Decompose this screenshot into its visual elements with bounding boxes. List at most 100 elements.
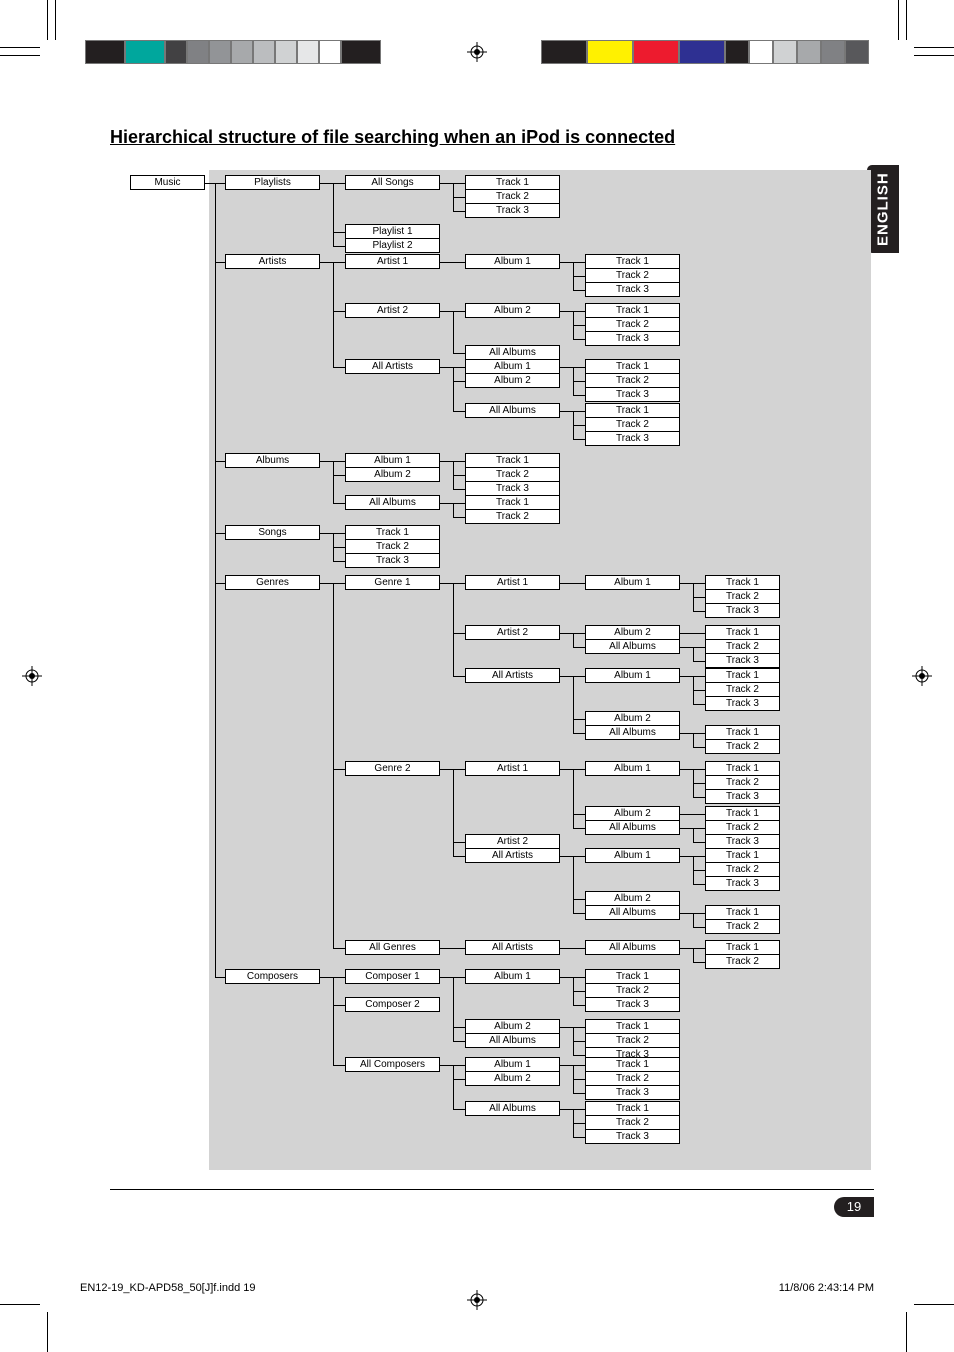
footer-timestamp: 11/8/06 2:43:14 PM xyxy=(779,1282,874,1294)
hierarchy-node: Track 1 xyxy=(585,403,680,418)
hierarchy-node: All Artists xyxy=(465,940,560,955)
hierarchy-node: Track 1 xyxy=(465,495,560,510)
hierarchy-node: Composers xyxy=(225,969,320,984)
hierarchy-node: All Albums xyxy=(465,1033,560,1048)
hierarchy-node: Track 3 xyxy=(585,331,680,346)
hierarchy-node: Track 1 xyxy=(705,848,780,863)
hierarchy-node: Track 3 xyxy=(705,834,780,849)
hierarchy-node: Album 2 xyxy=(465,1019,560,1034)
hierarchy-node: Genre 2 xyxy=(345,761,440,776)
hierarchy-node: Album 1 xyxy=(345,453,440,468)
hierarchy-node: Artist 1 xyxy=(345,254,440,269)
hierarchy-node: All Albums xyxy=(585,940,680,955)
hierarchy-node: Track 2 xyxy=(585,317,680,332)
hierarchy-node: Album 2 xyxy=(585,625,680,640)
hierarchy-node: Album 1 xyxy=(585,761,680,776)
hierarchy-node: Album 2 xyxy=(465,303,560,318)
hierarchy-node: Track 3 xyxy=(585,431,680,446)
hierarchy-node: Album 2 xyxy=(585,711,680,726)
hierarchy-node: Track 2 xyxy=(345,539,440,554)
hierarchy-node: Track 3 xyxy=(705,653,780,668)
hierarchy-node: Track 2 xyxy=(585,417,680,432)
hierarchy-node: Album 2 xyxy=(585,806,680,821)
hierarchy-node: Track 1 xyxy=(345,525,440,540)
hierarchy-node: Songs xyxy=(225,525,320,540)
hierarchy-node: Music xyxy=(130,175,205,190)
hierarchy-node: All Composers xyxy=(345,1057,440,1072)
registration-mark-icon xyxy=(912,666,932,686)
page-title: Hierarchical structure of file searching… xyxy=(110,127,675,148)
hierarchy-node: Album 2 xyxy=(585,891,680,906)
hierarchy-node: Track 1 xyxy=(705,668,780,683)
hierarchy-node: Track 1 xyxy=(705,905,780,920)
hierarchy-node: Track 2 xyxy=(705,775,780,790)
hierarchy-node: Track 2 xyxy=(585,1115,680,1130)
hierarchy-node: Album 1 xyxy=(585,848,680,863)
hierarchy-node: Artist 1 xyxy=(465,575,560,590)
hierarchy-node: All Artists xyxy=(465,848,560,863)
hierarchy-node: Playlists xyxy=(225,175,320,190)
hierarchy-node: Track 2 xyxy=(705,919,780,934)
hierarchy-node: Track 3 xyxy=(465,481,560,496)
hierarchy-node: Album 1 xyxy=(465,254,560,269)
colorbar-left xyxy=(85,40,381,64)
hierarchy-node: Track 2 xyxy=(705,682,780,697)
hierarchy-node: All Albums xyxy=(585,820,680,835)
hierarchy-node: Track 3 xyxy=(585,1129,680,1144)
registration-mark-icon xyxy=(467,1290,487,1310)
hierarchy-node: Artist 2 xyxy=(345,303,440,318)
registration-mark-icon xyxy=(467,42,487,62)
hierarchy-node: Playlist 2 xyxy=(345,238,440,253)
hierarchy-node: Track 3 xyxy=(705,876,780,891)
hierarchy-node: Track 1 xyxy=(705,725,780,740)
hierarchy-node: Albums xyxy=(225,453,320,468)
hierarchy-node: Artist 1 xyxy=(465,761,560,776)
hierarchy-node: Album 1 xyxy=(465,969,560,984)
hierarchy-node: Track 2 xyxy=(705,820,780,835)
hierarchy-node: Track 3 xyxy=(585,997,680,1012)
hierarchy-node: Track 1 xyxy=(465,175,560,190)
hierarchy-node: All Albums xyxy=(465,345,560,360)
hierarchy-node: Track 1 xyxy=(585,969,680,984)
hierarchy-node: Track 3 xyxy=(585,387,680,402)
hierarchy-node: All Albums xyxy=(585,905,680,920)
hierarchy-node: Album 1 xyxy=(465,1057,560,1072)
hierarchy-node: All Artists xyxy=(345,359,440,374)
hierarchy-node: Track 3 xyxy=(585,282,680,297)
hierarchy-node: Track 2 xyxy=(705,862,780,877)
hierarchy-node: All Genres xyxy=(345,940,440,955)
hierarchy-node: Genres xyxy=(225,575,320,590)
hierarchy-node: Track 1 xyxy=(585,254,680,269)
footer-filename: EN12-19_KD-APD58_50[J]f.indd 19 xyxy=(80,1282,256,1294)
hierarchy-node: Album 2 xyxy=(465,373,560,388)
hierarchy-node: Track 3 xyxy=(705,789,780,804)
hierarchy-node: Track 1 xyxy=(585,359,680,374)
hierarchy-node: Track 1 xyxy=(585,1057,680,1072)
hierarchy-node: Track 1 xyxy=(705,625,780,640)
language-tab: ENGLISH xyxy=(867,165,899,253)
hierarchy-node: Track 2 xyxy=(585,1071,680,1086)
hierarchy-node: Track 3 xyxy=(465,203,560,218)
hierarchy-diagram: Music Playlists Artists Albums Songs Genres Co… xyxy=(130,170,870,1170)
hierarchy-node: Artist 2 xyxy=(465,625,560,640)
hierarchy-node: All Artists xyxy=(465,668,560,683)
hierarchy-node: Track 2 xyxy=(705,954,780,969)
hierarchy-node: Album 1 xyxy=(465,359,560,374)
hierarchy-node: Track 3 xyxy=(705,696,780,711)
hierarchy-node: Track 1 xyxy=(705,761,780,776)
hierarchy-node: Track 3 xyxy=(345,553,440,568)
colorbar-right xyxy=(541,40,869,64)
hierarchy-node: Track 2 xyxy=(585,268,680,283)
hierarchy-node: Genre 1 xyxy=(345,575,440,590)
hierarchy-node: Track 1 xyxy=(465,453,560,468)
registration-mark-icon xyxy=(22,666,42,686)
hierarchy-node: Track 3 xyxy=(585,1085,680,1100)
hierarchy-node: Track 2 xyxy=(705,589,780,604)
hierarchy-node: Playlist 1 xyxy=(345,224,440,239)
hierarchy-node: Track 2 xyxy=(585,1033,680,1048)
hierarchy-node: Artists xyxy=(225,254,320,269)
hierarchy-node: Album 1 xyxy=(585,575,680,590)
hierarchy-node: Track 1 xyxy=(585,303,680,318)
hierarchy-node: Track 1 xyxy=(705,575,780,590)
hierarchy-node: Track 2 xyxy=(465,189,560,204)
